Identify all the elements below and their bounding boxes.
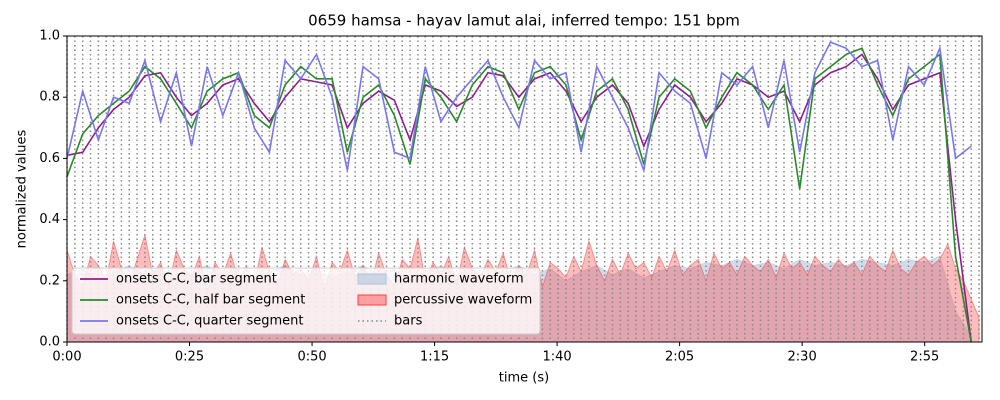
y-tick-label: 0.2 xyxy=(39,273,60,288)
x-tick-label: 1:15 xyxy=(420,350,449,365)
legend-label: percussive waveform xyxy=(394,293,532,308)
legend-swatch xyxy=(357,273,387,285)
x-tick-label: 0:00 xyxy=(52,350,81,365)
y-axis-label: normalized values xyxy=(15,129,30,248)
legend-label: onsets C-C, half bar segment xyxy=(116,293,305,308)
x-tick-label: 1:40 xyxy=(542,350,571,365)
legend-label: bars xyxy=(394,314,423,329)
legend-box xyxy=(71,267,541,335)
x-axis-label: time (s) xyxy=(499,371,549,386)
y-tick-label: 0.8 xyxy=(39,90,60,105)
series-line xyxy=(66,47,973,343)
x-tick-label: 0:25 xyxy=(175,350,204,365)
legend-swatch xyxy=(357,294,387,306)
series-line xyxy=(66,41,972,171)
legend-label: harmonic waveform xyxy=(394,272,524,287)
chart-title: 0659 hamsa - hayav lamut alai, inferred … xyxy=(308,12,740,30)
legend-label: onsets C-C, quarter segment xyxy=(116,314,303,329)
x-tick-label: 2:05 xyxy=(665,350,694,365)
x-tick-label: 2:55 xyxy=(910,350,939,365)
y-tick-label: 0.4 xyxy=(39,212,60,227)
series-line xyxy=(66,53,973,343)
x-tick-label: 2:30 xyxy=(788,350,817,365)
plot-frame xyxy=(66,35,983,343)
x-tick-label: 0:50 xyxy=(297,350,326,365)
y-tick-label: 1.0 xyxy=(39,29,60,44)
legend-label: onsets C-C, bar segment xyxy=(116,272,277,287)
y-tick-label: 0.6 xyxy=(39,151,60,166)
y-tick-label: 0.0 xyxy=(39,335,60,350)
